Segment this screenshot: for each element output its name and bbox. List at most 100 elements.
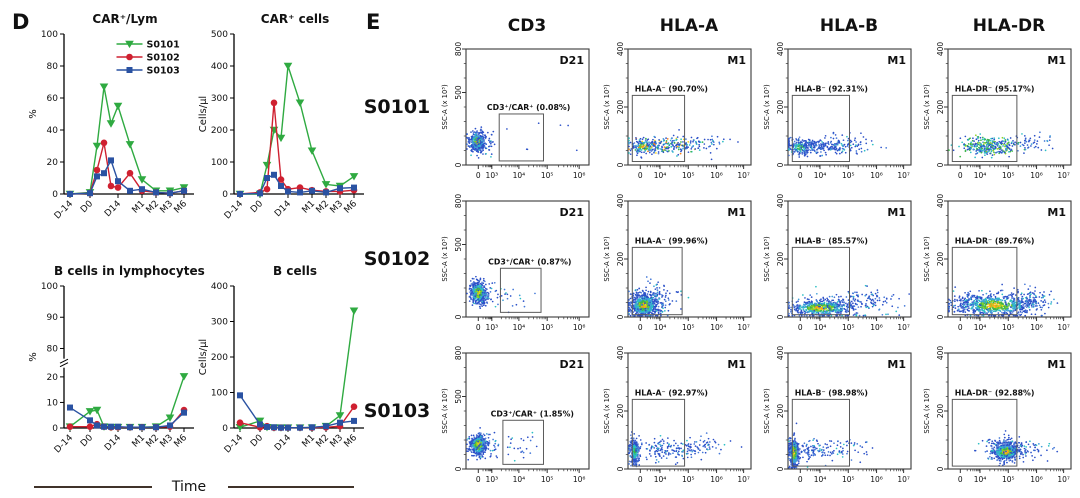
gate-rect [631, 398, 686, 467]
svg-text:D0: D0 [79, 433, 95, 449]
flow-plot-s0103-hla-a: 0 200 400 0 10⁴ 10⁵ 10⁶ 10⁷ SSC-A (x 10³) HLA-A⁻ … [598, 346, 758, 494]
series-line [239, 102, 355, 195]
svg-text:10⁵: 10⁵ [1002, 323, 1015, 332]
series-line [239, 310, 355, 429]
time-axis: Time [0, 479, 362, 497]
gate-label: CD3⁺/CAR⁺ (0.08%) [487, 103, 570, 112]
timepoint-tag: M1 [1047, 206, 1066, 219]
svg-text:10⁷: 10⁷ [1057, 323, 1070, 332]
flow-plot-svg: 0 200 400 0 10⁴ 10⁵ 10⁶ 10⁷ SSC-A (x 10³) HLA-DR⁻… [923, 42, 1072, 180]
flow-plot-s0101-cd3: 0 500 800 0 10³ 10⁴ 10⁵ 10⁶ SSC-A (x 10³) CD3⁺/CA… [436, 42, 596, 190]
svg-text:10⁶: 10⁶ [710, 171, 723, 180]
scatter-points [628, 129, 739, 161]
chart-car-pct-lym: CAR⁺/Lym 0 20 40 60 80 100 D-14 D0 D14 M1 M2 M3 M6% S… [26, 12, 196, 240]
svg-text:10⁴: 10⁴ [513, 171, 526, 180]
svg-text:0: 0 [616, 314, 625, 319]
timepoint-tag: M1 [727, 54, 746, 67]
y-axis-label: SSC-A (x 10³) [763, 84, 771, 130]
gate-rect [951, 246, 1018, 316]
svg-text:100: 100 [41, 282, 58, 292]
gate-rect [791, 246, 850, 316]
svg-text:10⁵: 10⁵ [541, 171, 554, 180]
svg-text:200: 200 [616, 252, 625, 267]
svg-text:10⁶: 10⁶ [870, 171, 883, 180]
svg-text:200: 200 [776, 252, 785, 267]
flow-plot-s0103-cd3: 0 500 800 0 10³ 10⁴ 10⁵ 10⁶ SSC-A (x 10³) CD3⁺/CA… [436, 346, 596, 494]
svg-text:0: 0 [958, 171, 963, 180]
flow-plot-s0102-cd3: 0 500 800 0 10³ 10⁴ 10⁵ 10⁶ SSC-A (x 10³) CD3⁺/CA… [436, 194, 596, 342]
panel-d-label: D [12, 10, 30, 34]
timepoint-tag: M1 [887, 206, 906, 219]
svg-text:%: % [28, 109, 39, 119]
svg-text:200: 200 [211, 353, 228, 363]
flow-plot-s0103-hla-dr: 0 200 400 0 10⁴ 10⁵ 10⁶ 10⁷ SSC-A (x 10³) HLA-DR⁻… [918, 346, 1078, 494]
svg-text:10⁶: 10⁶ [870, 323, 883, 332]
timepoint-tag: M1 [887, 358, 906, 371]
svg-text:10⁶: 10⁶ [573, 323, 586, 332]
svg-text:10⁶: 10⁶ [573, 171, 586, 180]
gate-label: HLA-A⁻ (90.70%) [635, 84, 708, 93]
svg-text:10⁴: 10⁴ [814, 323, 827, 332]
svg-text:M6: M6 [343, 199, 360, 216]
flow-plot-s0102-hla-a: 0 200 400 0 10⁴ 10⁵ 10⁶ 10⁷ SSC-A (x 10³) HLA-A⁻ … [598, 194, 758, 342]
y-axis-label: SSC-A (x 10³) [441, 84, 449, 130]
time-label: Time [171, 479, 207, 495]
svg-text:D0: D0 [79, 199, 95, 215]
svg-text:100: 100 [41, 30, 58, 40]
svg-text:10⁴: 10⁴ [814, 171, 827, 180]
svg-text:D14: D14 [103, 433, 123, 453]
svg-text:0: 0 [52, 190, 58, 200]
scatter-points [466, 122, 578, 159]
flow-plot-svg: 0 200 400 0 10⁴ 10⁵ 10⁶ 10⁷ SSC-A (x 10³) HLA-A⁻ … [603, 194, 752, 332]
svg-text:100: 100 [211, 389, 228, 399]
svg-text:0: 0 [936, 314, 945, 319]
svg-text:D-14: D-14 [53, 199, 76, 222]
svg-text:10⁶: 10⁶ [1030, 171, 1043, 180]
svg-text:200: 200 [776, 100, 785, 115]
y-axis-label: SSC-A (x 10³) [441, 388, 449, 434]
flow-plot-svg: 0 200 400 0 10⁴ 10⁵ 10⁶ 10⁷ SSC-A (x 10³) HLA-DR⁻… [923, 194, 1072, 332]
svg-text:400: 400 [211, 62, 228, 72]
y-axis-label: SSC-A (x 10³) [923, 388, 931, 434]
svg-text:80: 80 [47, 62, 59, 72]
flow-plot-s0101-hla-dr: 0 200 400 0 10⁴ 10⁵ 10⁶ 10⁷ SSC-A (x 10³) HLA-DR⁻… [918, 42, 1078, 190]
svg-text:0: 0 [798, 171, 803, 180]
chart-title: B cells in lymphocytes [54, 264, 205, 278]
svg-text:10⁷: 10⁷ [737, 323, 750, 332]
svg-text:Cells/µl: Cells/µl [198, 339, 209, 375]
chart-bcells-abs: B cells 0 100 200 300 400 D-14 D0 D14 M1 M2 M3 M6 Ce… [196, 264, 366, 474]
svg-text:10: 10 [47, 398, 59, 408]
gate-label: HLA-B⁻ (98.98%) [795, 388, 868, 397]
row-label-s0103: S0103 [363, 400, 431, 422]
time-underline-right [228, 486, 354, 488]
svg-text:10⁴: 10⁴ [654, 171, 667, 180]
flow-plot-s0102-hla-dr: 0 200 400 0 10⁴ 10⁵ 10⁶ 10⁷ SSC-A (x 10³) HLA-DR⁻… [918, 194, 1078, 342]
scatter-points [628, 431, 743, 468]
svg-text:D0: D0 [249, 199, 265, 215]
gate-label: CD3⁺/CAR⁺ (1.85%) [491, 409, 574, 418]
timepoint-tag: D21 [560, 358, 584, 371]
svg-text:10⁵: 10⁵ [682, 171, 695, 180]
svg-text:90: 90 [47, 313, 59, 323]
chart-title: CAR⁺/Lym [92, 12, 158, 26]
svg-text:10⁴: 10⁴ [654, 323, 667, 332]
svg-text:D-14: D-14 [223, 433, 246, 456]
timepoint-tag: M1 [727, 358, 746, 371]
chart-car-cells: CAR⁺ cells 0 100 200 300 400 500 D-14 D0 D14 M1 M2… [196, 12, 366, 240]
column-header-hla-dr: HLA-DR [972, 16, 1046, 36]
svg-text:800: 800 [454, 194, 463, 208]
gate-label: HLA-A⁻ (99.96%) [635, 236, 708, 245]
series-line [69, 142, 185, 195]
svg-text:500: 500 [454, 85, 463, 100]
y-axis-label: SSC-A (x 10³) [603, 388, 611, 434]
svg-text:20: 20 [47, 373, 59, 383]
svg-text:400: 400 [776, 42, 785, 56]
svg-text:10⁴: 10⁴ [974, 171, 987, 180]
svg-text:10⁵: 10⁵ [842, 171, 855, 180]
scatter-points [466, 427, 538, 462]
